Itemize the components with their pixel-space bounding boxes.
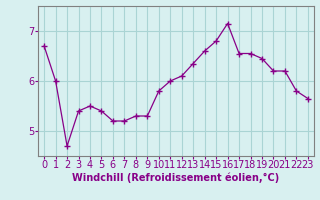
X-axis label: Windchill (Refroidissement éolien,°C): Windchill (Refroidissement éolien,°C) <box>72 173 280 183</box>
